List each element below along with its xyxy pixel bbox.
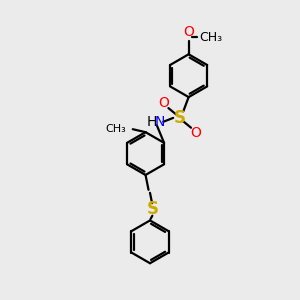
Text: H: H [147, 116, 157, 129]
Text: O: O [190, 126, 202, 140]
Text: S: S [174, 109, 186, 127]
Text: S: S [147, 200, 159, 218]
Text: CH₃: CH₃ [199, 32, 222, 44]
Text: O: O [183, 25, 194, 39]
Text: N: N [154, 116, 165, 129]
Text: CH₃: CH₃ [106, 124, 126, 134]
Text: O: O [158, 96, 169, 110]
